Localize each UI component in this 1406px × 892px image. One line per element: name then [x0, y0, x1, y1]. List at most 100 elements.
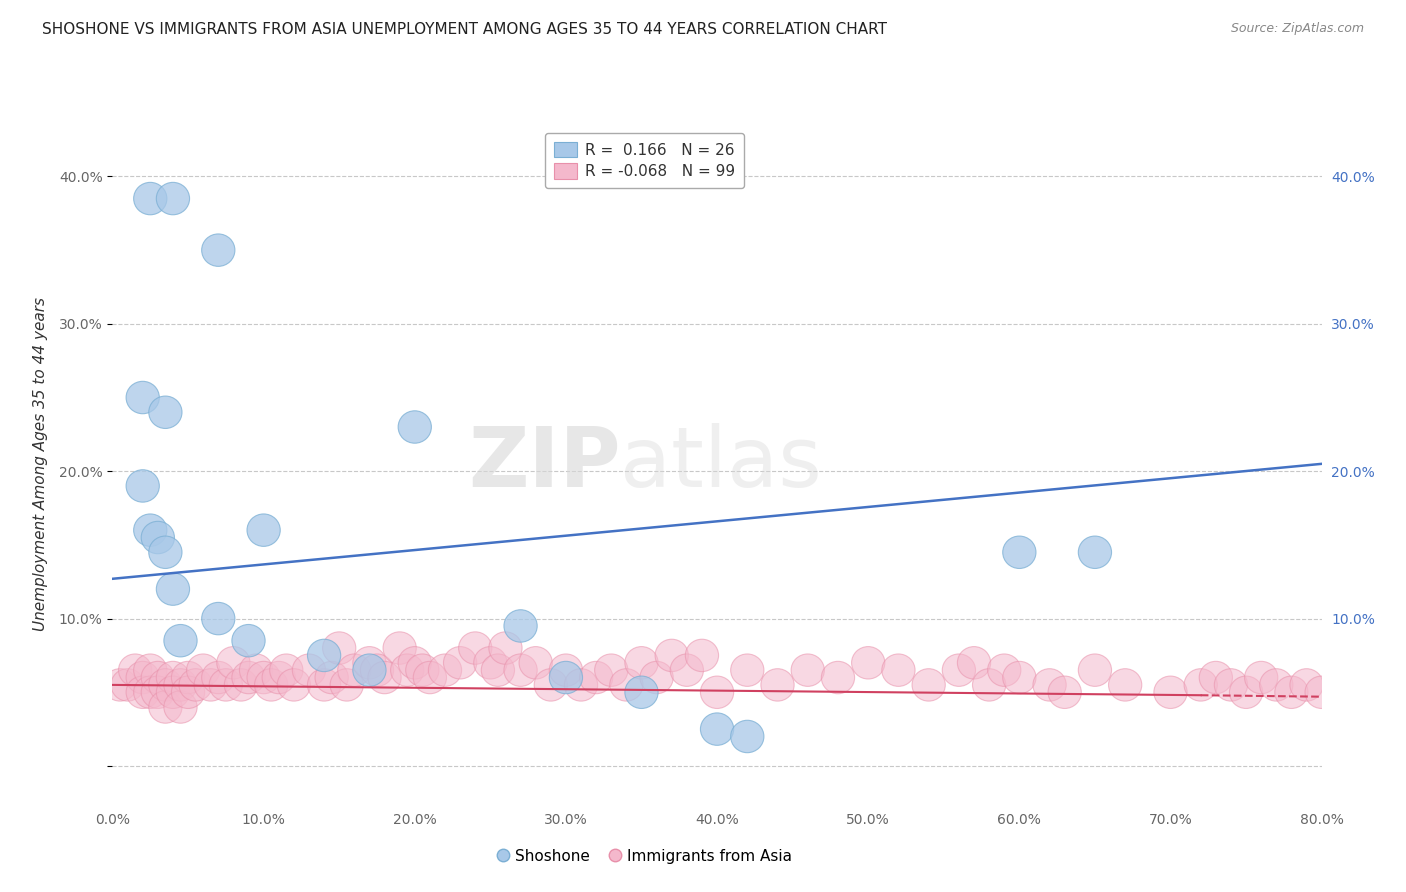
Ellipse shape [127, 661, 159, 694]
Ellipse shape [1108, 669, 1142, 701]
Ellipse shape [1078, 654, 1112, 686]
Ellipse shape [731, 654, 763, 686]
Ellipse shape [655, 640, 689, 672]
Ellipse shape [1244, 661, 1278, 694]
Ellipse shape [624, 676, 658, 708]
Ellipse shape [270, 654, 302, 686]
Ellipse shape [262, 661, 295, 694]
Ellipse shape [127, 676, 159, 708]
Ellipse shape [382, 632, 416, 665]
Ellipse shape [821, 661, 855, 694]
Ellipse shape [1305, 676, 1339, 708]
Y-axis label: Unemployment Among Ages 35 to 44 years: Unemployment Among Ages 35 to 44 years [32, 297, 48, 631]
Ellipse shape [957, 647, 991, 679]
Ellipse shape [1229, 676, 1263, 708]
Ellipse shape [141, 521, 174, 554]
Ellipse shape [217, 647, 250, 679]
Ellipse shape [360, 654, 394, 686]
Ellipse shape [595, 654, 628, 686]
Ellipse shape [503, 610, 537, 642]
Ellipse shape [141, 676, 174, 708]
Ellipse shape [156, 182, 190, 215]
Ellipse shape [610, 669, 643, 701]
Ellipse shape [1260, 669, 1294, 701]
Ellipse shape [1033, 669, 1066, 701]
Ellipse shape [172, 661, 205, 694]
Ellipse shape [1078, 536, 1112, 568]
Ellipse shape [413, 661, 447, 694]
Ellipse shape [308, 669, 340, 701]
Ellipse shape [882, 654, 915, 686]
Ellipse shape [1289, 669, 1323, 701]
Ellipse shape [1154, 676, 1187, 708]
Ellipse shape [1002, 661, 1036, 694]
Ellipse shape [165, 624, 197, 657]
Ellipse shape [232, 661, 266, 694]
Ellipse shape [353, 647, 387, 679]
Ellipse shape [149, 669, 181, 701]
Ellipse shape [458, 632, 492, 665]
Ellipse shape [685, 640, 718, 672]
Ellipse shape [118, 654, 152, 686]
Ellipse shape [700, 676, 734, 708]
Ellipse shape [104, 669, 136, 701]
Ellipse shape [277, 669, 311, 701]
Text: ZIP: ZIP [468, 424, 620, 504]
Ellipse shape [292, 654, 326, 686]
Ellipse shape [481, 654, 515, 686]
Ellipse shape [700, 713, 734, 746]
Ellipse shape [503, 654, 537, 686]
Ellipse shape [201, 661, 235, 694]
Ellipse shape [149, 396, 181, 428]
Ellipse shape [209, 669, 242, 701]
Ellipse shape [429, 654, 461, 686]
Ellipse shape [564, 669, 598, 701]
Ellipse shape [134, 654, 167, 686]
Ellipse shape [247, 661, 280, 694]
Ellipse shape [579, 661, 613, 694]
Ellipse shape [127, 381, 159, 414]
Ellipse shape [534, 669, 568, 701]
Ellipse shape [640, 661, 673, 694]
Ellipse shape [254, 669, 288, 701]
Ellipse shape [308, 640, 340, 672]
Ellipse shape [165, 690, 197, 723]
Ellipse shape [1199, 661, 1233, 694]
Ellipse shape [761, 669, 794, 701]
Ellipse shape [1215, 669, 1247, 701]
Ellipse shape [731, 720, 763, 753]
Ellipse shape [232, 624, 266, 657]
Text: atlas: atlas [620, 424, 823, 504]
Ellipse shape [368, 661, 401, 694]
Ellipse shape [247, 514, 280, 547]
Ellipse shape [239, 654, 273, 686]
Ellipse shape [398, 411, 432, 443]
Ellipse shape [194, 669, 228, 701]
Ellipse shape [912, 669, 945, 701]
Ellipse shape [474, 647, 508, 679]
Ellipse shape [156, 676, 190, 708]
Ellipse shape [489, 632, 522, 665]
Ellipse shape [624, 647, 658, 679]
Ellipse shape [111, 669, 145, 701]
Ellipse shape [353, 654, 387, 686]
Legend: Shoshone, Immigrants from Asia: Shoshone, Immigrants from Asia [491, 843, 799, 870]
Ellipse shape [550, 661, 582, 694]
Ellipse shape [987, 654, 1021, 686]
Ellipse shape [942, 654, 976, 686]
Ellipse shape [156, 573, 190, 606]
Ellipse shape [315, 661, 349, 694]
Ellipse shape [134, 514, 167, 547]
Ellipse shape [1275, 676, 1308, 708]
Ellipse shape [852, 647, 884, 679]
Ellipse shape [149, 690, 181, 723]
Ellipse shape [443, 647, 477, 679]
Ellipse shape [134, 182, 167, 215]
Ellipse shape [519, 647, 553, 679]
Ellipse shape [792, 654, 824, 686]
Ellipse shape [201, 602, 235, 635]
Ellipse shape [1047, 676, 1081, 708]
Ellipse shape [134, 676, 167, 708]
Ellipse shape [141, 661, 174, 694]
Ellipse shape [671, 654, 703, 686]
